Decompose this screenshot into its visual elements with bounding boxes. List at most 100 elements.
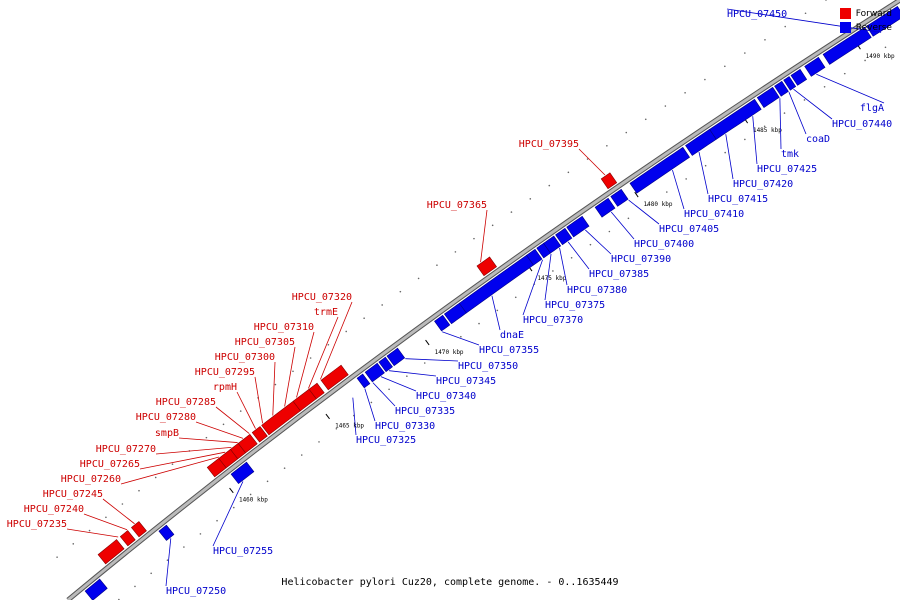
forward-leader: [284, 346, 296, 407]
grid-dot: [381, 304, 383, 306]
grid-dot: [567, 171, 570, 174]
grid-dot: [327, 343, 330, 346]
grid-dot: [274, 383, 277, 386]
legend-forward-label: Forward: [855, 8, 892, 19]
genome-backbone: [66, 0, 900, 600]
tick-label: 1485 kbp: [753, 127, 782, 134]
grid-dot: [685, 178, 687, 180]
grid-dot: [625, 131, 628, 134]
reverse-gene-label: HPCU_07380: [567, 285, 627, 296]
reverse-gene-label: HPCU_07370: [523, 315, 583, 326]
grid-dot: [608, 230, 611, 233]
reverse-gene: [386, 347, 406, 367]
reverse-leader: [165, 538, 172, 587]
forward-leader: [102, 498, 135, 525]
forward-gene: [476, 256, 497, 277]
grid-dot: [529, 198, 532, 200]
reverse-gene-label: HPCU_07330: [375, 421, 435, 432]
grid-dot: [478, 322, 480, 325]
tick-mark: [425, 339, 430, 346]
grid-dot: [666, 191, 668, 193]
reverse-gene-label: HPCU_07255: [213, 546, 273, 557]
reverse-leader: [779, 98, 782, 150]
grid-dot: [764, 38, 766, 41]
legend-reverse-swatch: [839, 22, 851, 33]
grid-dot: [222, 423, 225, 426]
reverse-gene: [783, 76, 797, 91]
reverse-leader: [441, 331, 480, 346]
forward-leader: [254, 376, 263, 424]
forward-leader: [578, 148, 606, 176]
forward-gene: [131, 521, 147, 538]
grid-dot: [724, 151, 726, 154]
tick-mark: [229, 487, 234, 494]
grid-dot: [249, 493, 252, 496]
forward-gene: [320, 364, 349, 391]
reverse-gene-label: coaD: [806, 134, 830, 145]
forward-leader: [215, 406, 250, 434]
reverse-leader: [352, 397, 357, 436]
reverse-gene-label: HPCU_07355: [479, 345, 539, 356]
reverse-leader: [788, 92, 807, 135]
grid-dot: [460, 335, 462, 338]
tick-mark: [325, 413, 330, 420]
forward-leader: [308, 316, 339, 389]
grid-dot: [417, 277, 420, 280]
label-leaders: [66, 8, 885, 587]
grid-dot: [864, 59, 866, 62]
reverse-leader: [816, 73, 885, 104]
grid-dot: [586, 158, 589, 160]
grid-dot: [473, 237, 475, 240]
forward-gene-label: HPCU_07305: [235, 337, 295, 348]
grid-dot: [454, 251, 457, 253]
reverse-gene: [709, 98, 762, 140]
grid-dot: [744, 138, 746, 141]
grid-dot: [232, 506, 235, 509]
forward-leader: [320, 301, 353, 380]
grid-dot: [441, 349, 444, 351]
reverse-gene-label: HPCU_07335: [395, 406, 455, 417]
kbp-ticks: 1460 kbp 1465 kbp 1470 kbp 1475 kbp 1480 kbp…: [56, 0, 895, 600]
tick-mark: [634, 191, 639, 198]
reverse-gene: [555, 227, 573, 246]
grid-dot: [783, 112, 786, 114]
grid-dot: [496, 309, 499, 312]
grid-dot: [704, 78, 706, 81]
legend-reverse: Reverse: [839, 22, 892, 33]
grid-dot: [56, 556, 58, 558]
forward-gene: [251, 426, 268, 443]
grid-dot: [388, 388, 390, 391]
reverse-gene: [526, 248, 543, 266]
reverse-gene-label: HPCU_07425: [757, 164, 817, 175]
reverse-leader: [610, 211, 635, 240]
reverse-leader: [388, 370, 437, 377]
reverse-gene: [230, 461, 255, 485]
forward-gene: [97, 539, 125, 565]
tick-label: 1490 kbp: [866, 53, 895, 60]
grid-dot: [803, 99, 806, 101]
forward-gene-label: HPCU_07280: [136, 412, 196, 423]
grid-dot: [205, 436, 208, 439]
reverse-gene-label: HPCU_07250: [166, 586, 226, 597]
grid-dot: [646, 204, 649, 206]
forward-gene-label: HPCU_07320: [292, 292, 352, 303]
reverse-gene: [790, 68, 808, 86]
reverse-gene: [543, 235, 562, 254]
reverse-leader: [544, 253, 552, 301]
grid-dot: [763, 125, 766, 128]
grid-dot: [183, 546, 185, 548]
forward-gene-label: HPCU_07245: [43, 489, 103, 500]
reverse-leader: [725, 134, 734, 180]
grid-dot: [266, 480, 269, 483]
reverse-gene: [756, 86, 780, 108]
reverse-gene-label: HPCU_07340: [416, 391, 476, 402]
reverse-gene: [378, 356, 393, 373]
reverse-gene: [629, 146, 690, 194]
legend: Forward Reverse: [839, 8, 892, 36]
forward-gene-label: smpB: [155, 428, 179, 439]
reverse-gene: [364, 362, 385, 383]
reverse-leader: [372, 382, 396, 407]
reverse-gene: [84, 578, 108, 600]
reverse-leader: [585, 229, 612, 255]
forward-gene: [600, 172, 618, 190]
